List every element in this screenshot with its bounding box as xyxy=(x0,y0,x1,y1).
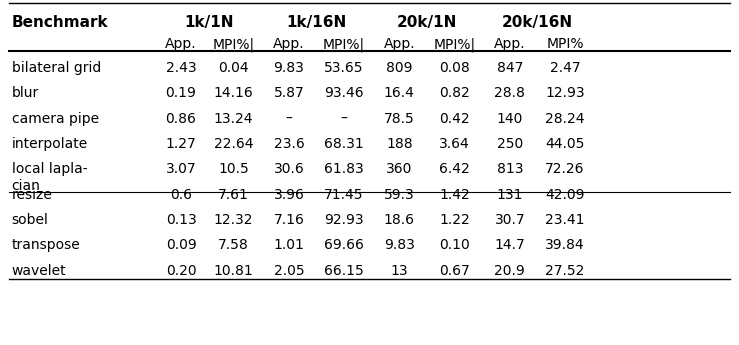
Text: 13.24: 13.24 xyxy=(214,112,253,126)
Text: 5.87: 5.87 xyxy=(273,87,304,100)
Text: 0.08: 0.08 xyxy=(439,61,470,75)
Text: local lapla-
cian: local lapla- cian xyxy=(12,162,87,193)
Text: 39.84: 39.84 xyxy=(545,238,585,253)
Text: 131: 131 xyxy=(497,188,523,202)
Text: 16.4: 16.4 xyxy=(384,87,415,100)
Text: 66.15: 66.15 xyxy=(324,264,364,278)
Text: 30.7: 30.7 xyxy=(494,213,525,227)
Text: 28.8: 28.8 xyxy=(494,87,525,100)
Text: App.: App. xyxy=(166,37,197,51)
Text: 18.6: 18.6 xyxy=(384,213,415,227)
Text: 6.42: 6.42 xyxy=(439,162,470,176)
Text: 10.5: 10.5 xyxy=(218,162,249,176)
Text: 1.27: 1.27 xyxy=(166,137,197,151)
Text: 1.22: 1.22 xyxy=(439,213,470,227)
Text: camera pipe: camera pipe xyxy=(12,112,99,126)
Text: MPI%|: MPI%| xyxy=(213,37,255,52)
Text: 1k/1N: 1k/1N xyxy=(184,15,234,30)
Text: 59.3: 59.3 xyxy=(384,188,415,202)
Text: 23.41: 23.41 xyxy=(545,213,585,227)
Text: App.: App. xyxy=(273,37,304,51)
Text: 53.65: 53.65 xyxy=(324,61,364,75)
Text: 72.26: 72.26 xyxy=(545,162,585,176)
Text: 0.19: 0.19 xyxy=(166,87,197,100)
Text: 250: 250 xyxy=(497,137,523,151)
Text: 71.45: 71.45 xyxy=(324,188,364,202)
Text: 3.64: 3.64 xyxy=(439,137,470,151)
Text: 44.05: 44.05 xyxy=(545,137,585,151)
Text: 28.24: 28.24 xyxy=(545,112,585,126)
Text: 0.67: 0.67 xyxy=(439,264,470,278)
Text: –: – xyxy=(285,112,293,126)
Text: 22.64: 22.64 xyxy=(214,137,253,151)
Text: 2.43: 2.43 xyxy=(166,61,197,75)
Text: 0.86: 0.86 xyxy=(166,112,197,126)
Text: 0.6: 0.6 xyxy=(170,188,192,202)
Text: 0.42: 0.42 xyxy=(439,112,470,126)
Text: 1.01: 1.01 xyxy=(273,238,304,253)
Text: interpolate: interpolate xyxy=(12,137,88,151)
Text: 3.96: 3.96 xyxy=(273,188,304,202)
Text: 12.93: 12.93 xyxy=(545,87,585,100)
Text: 61.83: 61.83 xyxy=(324,162,364,176)
Text: 30.6: 30.6 xyxy=(273,162,304,176)
Text: 809: 809 xyxy=(386,61,412,75)
Text: 20k/16N: 20k/16N xyxy=(502,15,573,30)
Text: 78.5: 78.5 xyxy=(384,112,415,126)
Text: 1k/16N: 1k/16N xyxy=(287,15,347,30)
Text: 140: 140 xyxy=(497,112,523,126)
Text: 847: 847 xyxy=(497,61,523,75)
Text: Benchmark: Benchmark xyxy=(12,15,109,30)
Text: MPI%|: MPI%| xyxy=(434,37,476,52)
Text: MPI%|: MPI%| xyxy=(323,37,365,52)
Text: 68.31: 68.31 xyxy=(324,137,364,151)
Text: 7.58: 7.58 xyxy=(218,238,249,253)
Text: App.: App. xyxy=(384,37,415,51)
Text: 360: 360 xyxy=(386,162,412,176)
Text: 27.52: 27.52 xyxy=(545,264,585,278)
Text: 20k/1N: 20k/1N xyxy=(397,15,457,30)
Text: resize: resize xyxy=(12,188,52,202)
Text: 92.93: 92.93 xyxy=(324,213,364,227)
Text: 0.20: 0.20 xyxy=(166,264,197,278)
Text: 69.66: 69.66 xyxy=(324,238,364,253)
Text: 0.13: 0.13 xyxy=(166,213,197,227)
Text: 188: 188 xyxy=(386,137,412,151)
Text: 13: 13 xyxy=(390,264,408,278)
Text: 14.16: 14.16 xyxy=(214,87,253,100)
Text: 0.10: 0.10 xyxy=(439,238,470,253)
Text: transpose: transpose xyxy=(12,238,81,253)
Text: 7.61: 7.61 xyxy=(218,188,249,202)
Text: 12.32: 12.32 xyxy=(214,213,253,227)
Text: 10.81: 10.81 xyxy=(214,264,253,278)
Text: 0.82: 0.82 xyxy=(439,87,470,100)
Text: 2.05: 2.05 xyxy=(273,264,304,278)
Text: 2.47: 2.47 xyxy=(550,61,580,75)
Text: 14.7: 14.7 xyxy=(494,238,525,253)
Text: 0.04: 0.04 xyxy=(218,61,249,75)
Text: –: – xyxy=(341,112,347,126)
Text: 0.09: 0.09 xyxy=(166,238,197,253)
Text: 1.42: 1.42 xyxy=(439,188,470,202)
Text: 93.46: 93.46 xyxy=(324,87,364,100)
Text: 7.16: 7.16 xyxy=(273,213,304,227)
Text: 9.83: 9.83 xyxy=(273,61,304,75)
Text: wavelet: wavelet xyxy=(12,264,67,278)
Text: 9.83: 9.83 xyxy=(384,238,415,253)
Text: bilateral grid: bilateral grid xyxy=(12,61,101,75)
Text: blur: blur xyxy=(12,87,39,100)
Text: 42.09: 42.09 xyxy=(545,188,585,202)
Text: 23.6: 23.6 xyxy=(273,137,304,151)
Text: sobel: sobel xyxy=(12,213,49,227)
Text: 20.9: 20.9 xyxy=(494,264,525,278)
Text: 813: 813 xyxy=(497,162,523,176)
Text: App.: App. xyxy=(494,37,525,51)
Text: 3.07: 3.07 xyxy=(166,162,197,176)
Text: MPI%: MPI% xyxy=(546,37,584,51)
